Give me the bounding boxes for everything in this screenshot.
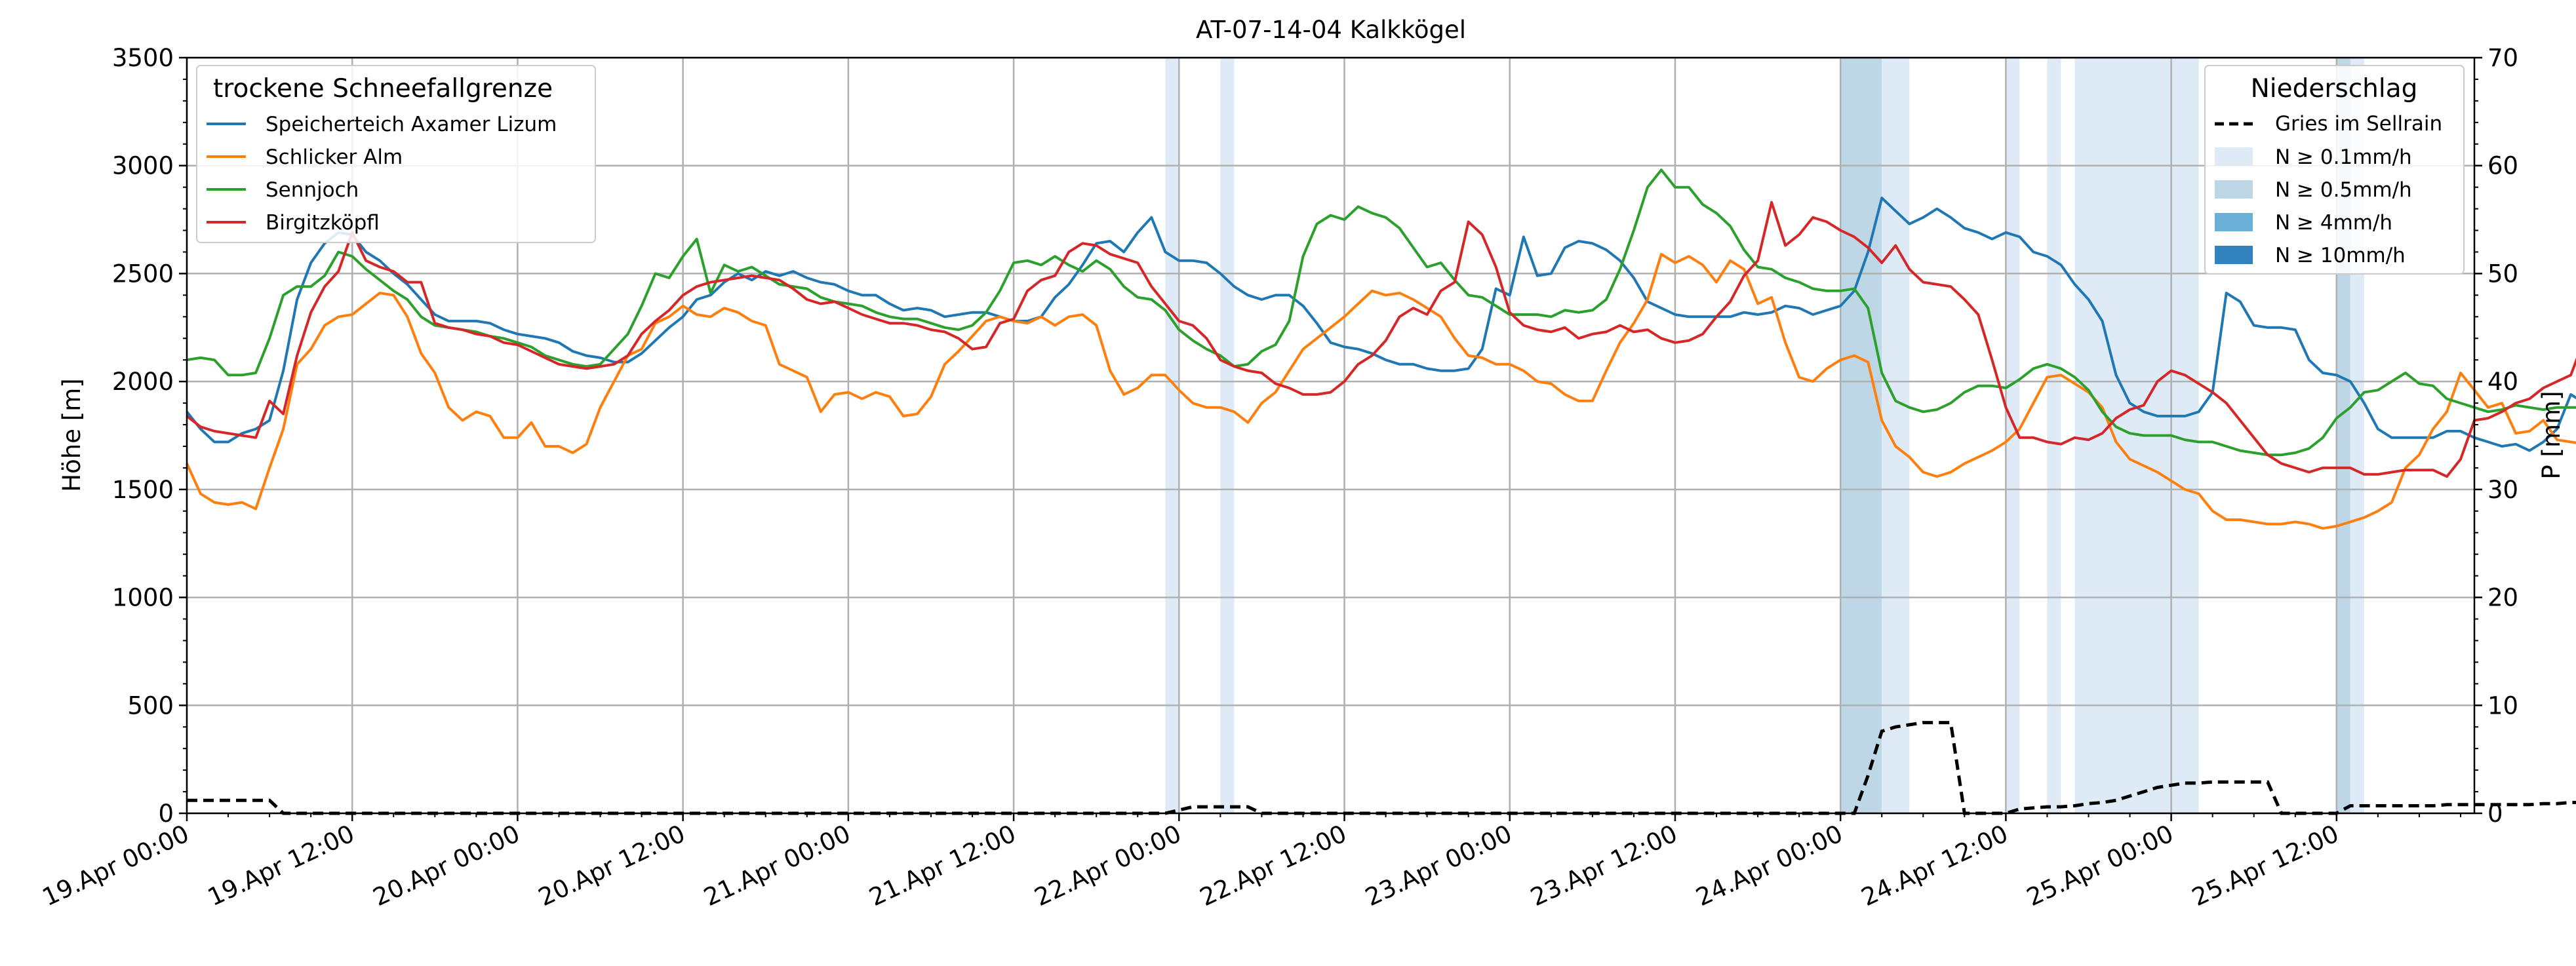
x-tick-label: 20.Apr 12:00 [534, 819, 690, 912]
x-tick-label: 21.Apr 12:00 [865, 819, 1020, 912]
legend-precip-title: Niederschlag [2251, 74, 2418, 104]
legend-precip-box [2204, 65, 2465, 275]
y-tick-left-label: 500 [127, 691, 174, 720]
x-tick-label: 24.Apr 12:00 [1857, 819, 2012, 912]
precip-band-1 [1220, 58, 1235, 813]
x-tick-label: 20.Apr 00:00 [368, 819, 524, 912]
legend-band-label-2: N ≥ 4mm/h [2275, 211, 2392, 235]
y-tick-right-label: 20 [2487, 584, 2518, 612]
chart-title: AT-07-14-04 Kalkkögel [1196, 16, 1466, 44]
y-tick-right-label: 10 [2487, 691, 2518, 720]
x-tick-label: 23.Apr 00:00 [1361, 819, 1516, 912]
legend-snow-label-2: Sennjoch [266, 178, 359, 202]
x-tick-label: 25.Apr 00:00 [2023, 819, 2178, 912]
legend-snow-label-3: Birgitzköpfl [266, 211, 380, 235]
legend-band-label-0: N ≥ 0.1mm/h [2275, 145, 2412, 169]
legend-band-swatch-2 [2215, 213, 2253, 231]
y-tick-right-label: 60 [2487, 152, 2518, 180]
x-tick-label: 19.Apr 00:00 [38, 819, 193, 912]
x-tick-label: 25.Apr 12:00 [2188, 819, 2343, 912]
y-tick-left-label: 1000 [112, 584, 174, 612]
y-tick-left-label: 0 [158, 800, 174, 828]
precip-band-5 [2047, 58, 2061, 813]
precip-band-0 [1165, 58, 1179, 813]
y-tick-right-label: 0 [2487, 800, 2503, 828]
precip-band-3 [1882, 58, 1910, 813]
precip-series-line [187, 721, 2576, 815]
x-tick-label: 24.Apr 00:00 [1692, 819, 1847, 912]
legend-snow-label-0: Speicherteich Axamer Lizum [266, 113, 557, 136]
x-tick-label: 22.Apr 00:00 [1030, 819, 1185, 912]
y-tick-left-label: 2000 [112, 368, 174, 396]
series-line-3 [186, 201, 2576, 478]
series-line-1 [186, 252, 2576, 530]
legend-snow: trockene Schneefallgrenze Speicherteich … [196, 65, 596, 243]
plot-frame [186, 56, 2476, 815]
series-line-2 [186, 168, 2576, 457]
y-tick-right-label: 50 [2487, 260, 2518, 288]
legend-band-swatch-0 [2215, 147, 2253, 166]
x-tick-label: 23.Apr 12:00 [1526, 819, 1682, 912]
legend-snow-label-1: Schlicker Alm [266, 145, 403, 169]
x-tick-label: 19.Apr 12:00 [203, 819, 359, 912]
x-tick-label: 21.Apr 00:00 [700, 819, 855, 912]
y-axis-label-left: Höhe [m] [58, 378, 86, 492]
y-tick-left-label: 2500 [112, 260, 174, 288]
legend-band-swatch-3 [2215, 246, 2253, 264]
x-tick-label: 22.Apr 12:00 [1196, 819, 1351, 912]
y-axis-label-right: P [mm] [2537, 391, 2566, 479]
legend-precip-line-label: Gries im Sellrain [2275, 112, 2442, 136]
legend-precip: Niederschlag Gries im Sellrain N ≥ 0.1mm… [2204, 65, 2465, 275]
legend-band-label-3: N ≥ 10mm/h [2275, 244, 2406, 267]
precip-band-2 [1840, 58, 1882, 813]
legend-snow-title: trockene Schneefallgrenze [213, 74, 553, 104]
y-tick-left-label: 3000 [112, 152, 174, 180]
legend-band-label-1: N ≥ 0.5mm/h [2275, 178, 2412, 202]
y-tick-left-label: 1500 [112, 476, 174, 504]
legend-band-swatch-1 [2215, 180, 2253, 199]
series-lines [186, 168, 2576, 530]
y-ticks-right: 0 10 20 30 40 50 60 70 [2474, 44, 2518, 828]
precip-line [187, 721, 2576, 815]
x-ticks: 19.Apr 00:00 19.Apr 12:00 20.Apr 00:00 20.A… [38, 813, 2461, 912]
y-ticks-left: 0 500 1000 1500 2000 2500 3000 3500 [112, 44, 187, 828]
y-tick-right-label: 70 [2487, 44, 2518, 72]
y-tick-left-label: 3500 [112, 44, 174, 72]
y-tick-right-label: 30 [2487, 476, 2518, 504]
legend-snow-box [196, 65, 596, 243]
legend-precip-line-item: Gries im Sellrain [2215, 112, 2442, 136]
y-tick-right-label: 40 [2487, 368, 2518, 396]
